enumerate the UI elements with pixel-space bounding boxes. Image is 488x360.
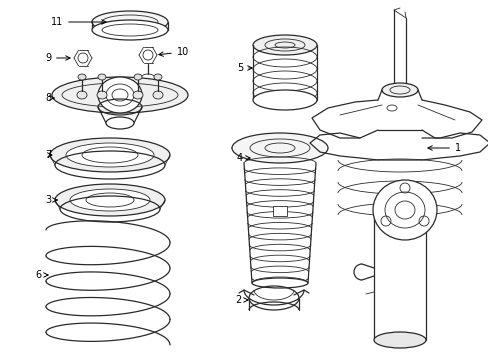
Ellipse shape [153,91,163,99]
Ellipse shape [78,74,86,80]
Ellipse shape [373,332,425,348]
Ellipse shape [66,143,154,167]
Text: 4: 4 [237,153,250,163]
Ellipse shape [133,91,142,99]
Ellipse shape [252,90,316,110]
Ellipse shape [106,117,134,129]
Ellipse shape [252,35,316,55]
Text: 3: 3 [45,195,57,205]
Text: 2: 2 [234,295,247,305]
Ellipse shape [251,278,307,288]
Text: 1: 1 [427,143,460,153]
Text: 9: 9 [45,53,70,63]
Ellipse shape [372,180,436,240]
Text: 11: 11 [51,17,106,27]
Ellipse shape [55,184,164,216]
FancyBboxPatch shape [272,206,286,216]
Text: 10: 10 [159,47,189,57]
Ellipse shape [97,91,107,99]
Text: 6: 6 [35,270,48,280]
Ellipse shape [70,189,150,211]
Ellipse shape [98,77,142,113]
Text: 5: 5 [236,63,252,73]
Ellipse shape [98,74,106,80]
Ellipse shape [50,138,170,172]
Ellipse shape [52,77,187,113]
Ellipse shape [77,91,87,99]
Ellipse shape [92,20,168,40]
Ellipse shape [381,83,417,97]
Ellipse shape [231,133,327,163]
Text: 8: 8 [45,93,54,103]
Ellipse shape [92,11,168,33]
Text: 7: 7 [45,150,52,160]
Ellipse shape [154,74,162,80]
Ellipse shape [134,74,142,80]
Ellipse shape [373,197,425,213]
